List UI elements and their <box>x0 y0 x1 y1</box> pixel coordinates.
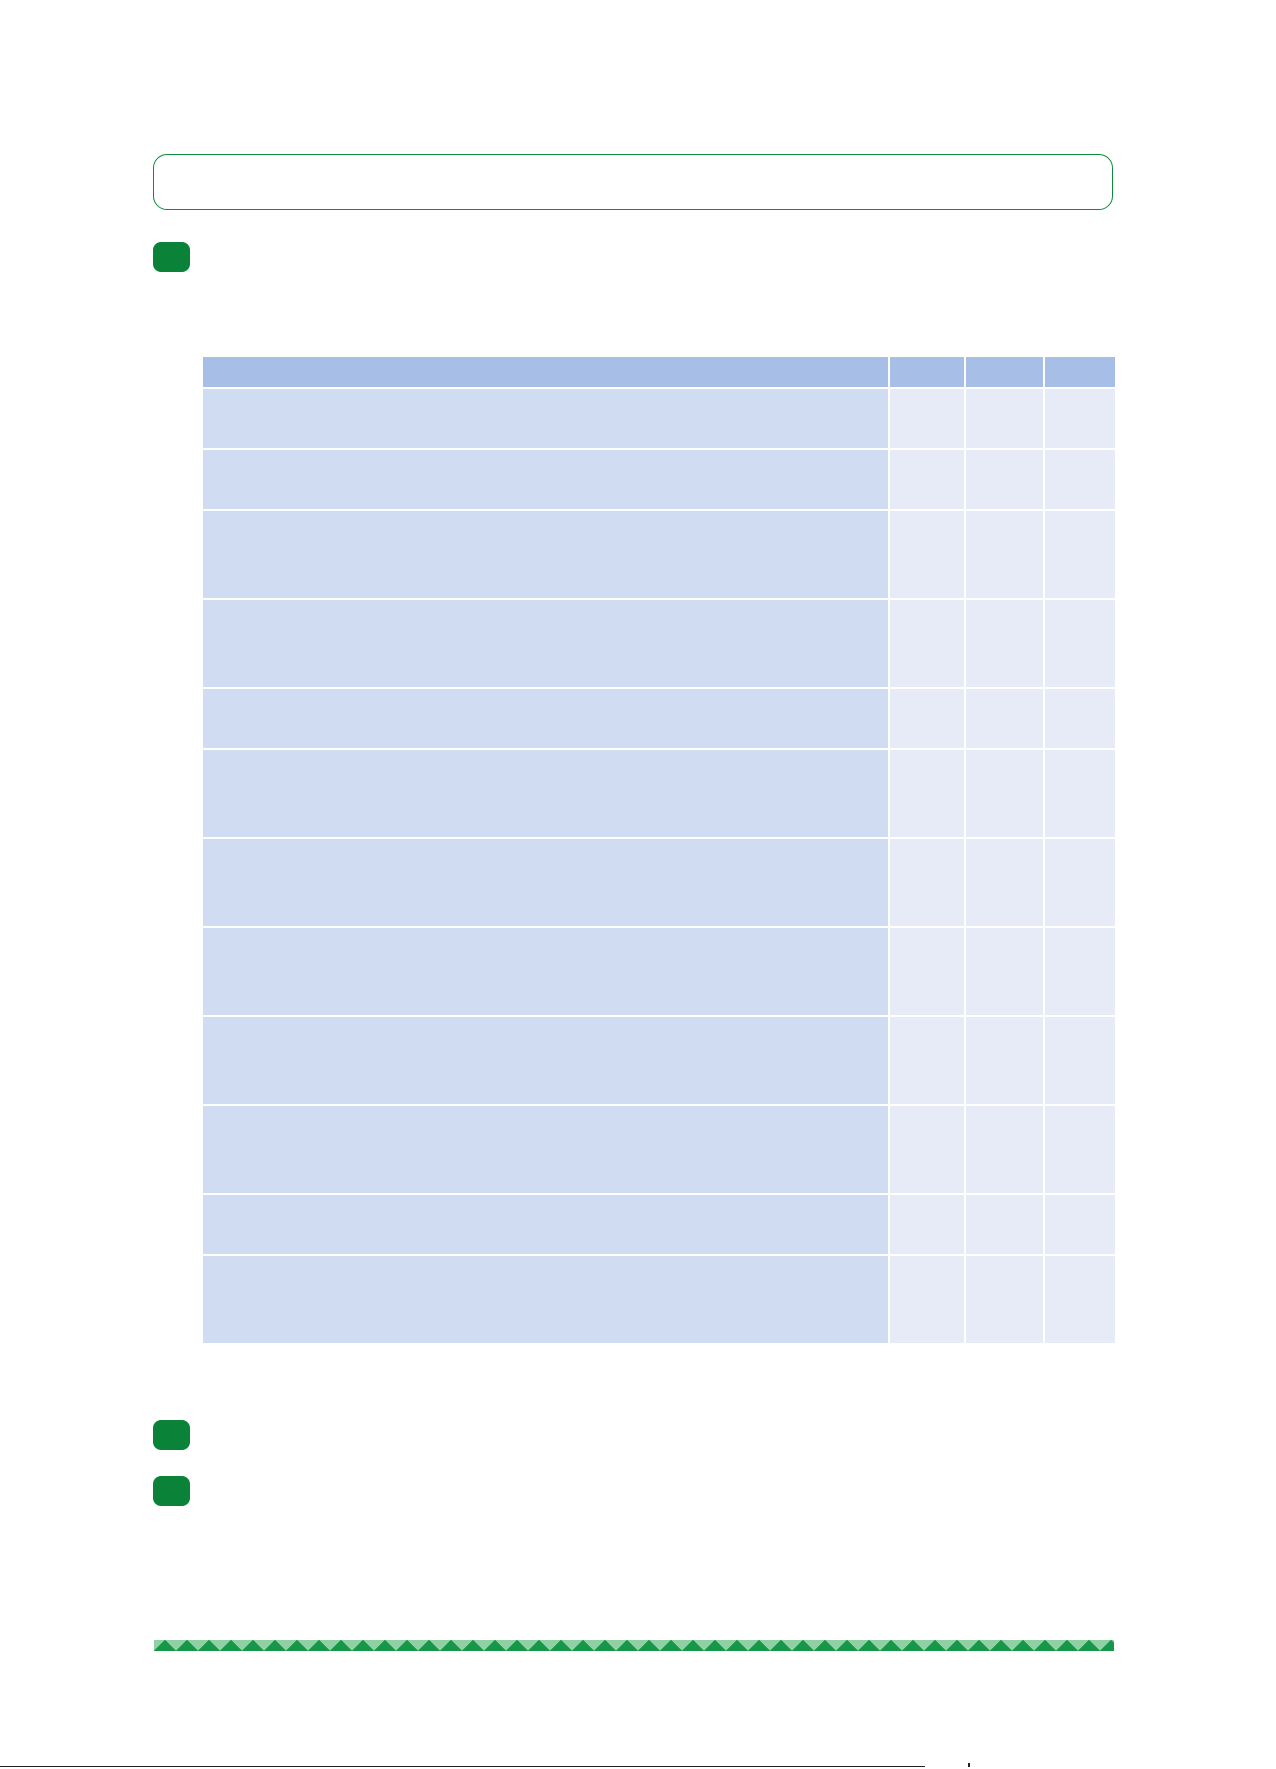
row-check-cell <box>888 687 966 750</box>
checklist-table <box>201 355 1117 1345</box>
row-item-cell <box>201 748 890 839</box>
row-item-cell <box>201 926 890 1017</box>
table-row <box>201 1104 1117 1195</box>
row-check-cell <box>888 1015 966 1106</box>
row-check-cell <box>964 448 1045 511</box>
table-row <box>201 1193 1117 1256</box>
row-check-cell <box>888 748 966 839</box>
row-check-cell <box>1043 1015 1117 1106</box>
row-check-cell <box>1043 448 1117 511</box>
row-check-cell <box>888 1193 966 1256</box>
row-check-cell <box>1043 1193 1117 1256</box>
row-check-cell <box>1043 748 1117 839</box>
title-frame <box>153 154 1113 210</box>
row-check-cell <box>964 837 1045 928</box>
row-item-cell <box>201 1104 890 1195</box>
row-check-cell <box>964 1254 1045 1345</box>
header-cell-a <box>888 355 966 389</box>
table-body <box>201 387 1117 1345</box>
table-row <box>201 687 1117 750</box>
row-check-cell <box>1043 926 1117 1017</box>
bottom-rule <box>0 1766 925 1767</box>
table-row <box>201 387 1117 450</box>
row-check-cell <box>964 1104 1045 1195</box>
table-row <box>201 1015 1117 1106</box>
row-item-cell <box>201 687 890 750</box>
row-item-cell <box>201 387 890 450</box>
row-item-cell <box>201 1193 890 1256</box>
table-row <box>201 509 1117 600</box>
row-check-cell <box>964 687 1045 750</box>
header-cell-b <box>964 355 1045 389</box>
row-check-cell <box>888 1104 966 1195</box>
row-check-cell <box>964 1015 1045 1106</box>
table-row <box>201 748 1117 839</box>
row-check-cell <box>888 448 966 511</box>
row-item-cell <box>201 1254 890 1345</box>
row-check-cell <box>888 926 966 1017</box>
row-item-cell <box>201 837 890 928</box>
row-check-cell <box>1043 837 1117 928</box>
row-check-cell <box>964 926 1045 1017</box>
table-header-row <box>201 355 1117 389</box>
row-check-cell <box>1043 509 1117 600</box>
table-row <box>201 598 1117 689</box>
header-cell-c <box>1043 355 1117 389</box>
table-row <box>201 837 1117 928</box>
row-check-cell <box>888 387 966 450</box>
table-row <box>201 448 1117 511</box>
row-check-cell <box>964 509 1045 600</box>
table-row <box>201 1254 1117 1345</box>
row-check-cell <box>1043 598 1117 689</box>
row-check-cell <box>964 1193 1045 1256</box>
section-marker-1 <box>153 242 190 272</box>
section-marker-3 <box>153 1476 190 1506</box>
bottom-tick-mark <box>968 1763 970 1767</box>
table-row <box>201 926 1117 1017</box>
row-check-cell <box>1043 1104 1117 1195</box>
row-check-cell <box>964 598 1045 689</box>
row-check-cell <box>888 1254 966 1345</box>
section-marker-2 <box>153 1420 190 1450</box>
row-item-cell <box>201 1015 890 1106</box>
row-check-cell <box>1043 687 1117 750</box>
row-check-cell <box>1043 1254 1117 1345</box>
row-check-cell <box>964 748 1045 839</box>
row-check-cell <box>1043 387 1117 450</box>
row-check-cell <box>888 837 966 928</box>
row-check-cell <box>888 598 966 689</box>
header-cell-item <box>201 355 890 389</box>
row-item-cell <box>201 598 890 689</box>
row-check-cell <box>964 387 1045 450</box>
row-check-cell <box>888 509 966 600</box>
row-item-cell <box>201 509 890 600</box>
decorative-footer-stripe <box>154 1640 1114 1651</box>
row-item-cell <box>201 448 890 511</box>
